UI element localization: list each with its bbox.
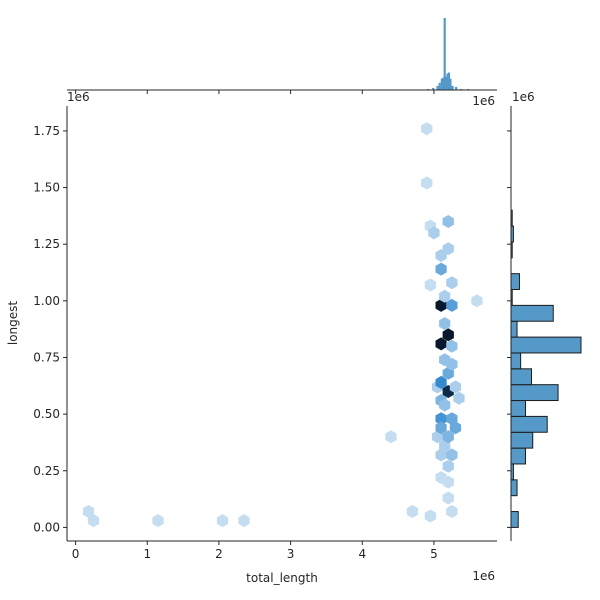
y-marginal-bar <box>510 400 526 417</box>
x-marginal-bar <box>443 18 446 90</box>
hexbin-cell <box>428 226 440 240</box>
y-tick-label: 1.00 <box>33 294 60 308</box>
y-axis-label: longest <box>6 301 20 346</box>
hexbin-cell <box>446 448 458 462</box>
hexbin-cell <box>442 430 454 444</box>
hexbin-cell <box>449 380 462 394</box>
x-marginal-bar <box>451 85 454 90</box>
x-marginal-bar <box>436 85 439 90</box>
y-marginal-bar <box>510 479 518 497</box>
right-marginal-histogram: 1e6 <box>507 90 582 541</box>
x-marginal-bar <box>460 88 463 90</box>
y-offset-label: 1e6 <box>67 90 90 104</box>
x-ticks: 0 1 2 3 4 5 <box>72 541 438 561</box>
y-marginal-bar <box>510 511 519 528</box>
hexbin-cell <box>453 391 465 405</box>
hexbin-cell <box>406 505 419 518</box>
y-ticks: 0.00 0.25 0.50 0.75 1.00 1.25 1.50 1.75 <box>33 124 67 534</box>
y-marginal-bar <box>510 352 522 370</box>
y-marginal-bar <box>510 415 548 433</box>
hexbin-cell <box>446 357 458 371</box>
hexbin-cell <box>446 276 458 290</box>
hexbin-cell <box>435 421 447 435</box>
x-marginal-bar <box>427 88 430 90</box>
hexbin-cell <box>238 514 250 528</box>
hexbin-cell <box>439 289 451 303</box>
hexbin-cell <box>446 339 458 353</box>
y-tick-label: 1.25 <box>33 237 60 251</box>
x-marginal-bar <box>447 72 451 90</box>
top-marginal-histogram: 1e6 <box>67 18 497 108</box>
x-tick-label: 5 <box>430 547 438 561</box>
hexbin-cell <box>87 514 100 528</box>
hexbin-cell <box>424 278 436 292</box>
x-marginal-bar <box>467 88 470 90</box>
hexbin-cell <box>442 459 454 473</box>
x-marginal-bar <box>438 82 441 90</box>
y-tick-label: 0.00 <box>33 520 60 534</box>
hexbin-cell <box>442 215 454 228</box>
right-marginal-bars <box>510 209 582 528</box>
top-marginal-ticks <box>75 90 435 94</box>
x-marginal-bar <box>455 86 458 90</box>
x-tick-label: 3 <box>287 547 295 561</box>
x-marginal-bar <box>442 77 445 90</box>
hexbin-cell <box>442 475 454 489</box>
hexbin-cell <box>449 421 462 435</box>
y-marginal-bar <box>510 431 534 449</box>
y-tick-label: 1.75 <box>33 124 60 138</box>
y-marginal-bar <box>510 447 526 465</box>
hexbin-cell <box>421 176 433 190</box>
hexbin-cell <box>442 242 454 256</box>
y-marginal-bar <box>510 384 559 402</box>
hexbin-cell <box>82 505 95 518</box>
hexbin-cell <box>435 412 447 426</box>
hexbin-cell <box>435 337 447 351</box>
hexbin-cell <box>152 514 164 528</box>
hexbin-layer <box>82 122 483 528</box>
x-marginal-bar <box>449 78 452 90</box>
top-marginal-offset-label: 1e6 <box>472 94 495 108</box>
hexbin-cell <box>435 375 447 389</box>
x-tick-label: 2 <box>215 547 223 561</box>
x-tick-label: 0 <box>72 547 80 561</box>
y-marginal-bar <box>510 320 518 338</box>
x-marginal-bar <box>445 76 448 90</box>
x-axis-label: total_length <box>246 571 318 585</box>
right-marginal-offset-label: 1e6 <box>512 90 535 104</box>
hexbin-cell <box>435 262 447 276</box>
y-marginal-bar <box>510 273 520 291</box>
hexbin-cell <box>439 398 451 412</box>
x-tick-label: 4 <box>358 547 366 561</box>
y-marginal-bar <box>510 336 582 354</box>
hexbin-cell <box>471 294 483 308</box>
y-tick-label: 0.50 <box>33 407 60 421</box>
hexbin-cell <box>385 430 397 444</box>
hexbin-cell <box>439 317 451 330</box>
right-marginal-ticks <box>507 130 511 528</box>
x-marginal-bar <box>432 87 435 90</box>
hexbin-cell <box>421 122 433 136</box>
hexbin-cell <box>446 505 458 518</box>
y-tick-label: 0.75 <box>33 350 60 364</box>
y-tick-label: 0.25 <box>33 464 60 478</box>
hexbin-cell <box>424 509 436 523</box>
y-marginal-bar <box>510 304 554 322</box>
x-tick-label: 1 <box>143 547 151 561</box>
x-marginal-bar <box>446 73 449 90</box>
hexbin-cell <box>446 298 458 312</box>
hexbin-cell <box>442 328 454 342</box>
x-offset-label: 1e6 <box>472 569 495 583</box>
top-marginal-bars <box>427 18 470 90</box>
hexbin-cell <box>442 491 454 505</box>
hexbin-cell <box>216 514 229 528</box>
x-marginal-bar <box>440 78 443 90</box>
y-tick-label: 1.50 <box>33 181 60 195</box>
y-marginal-bar <box>510 368 533 386</box>
